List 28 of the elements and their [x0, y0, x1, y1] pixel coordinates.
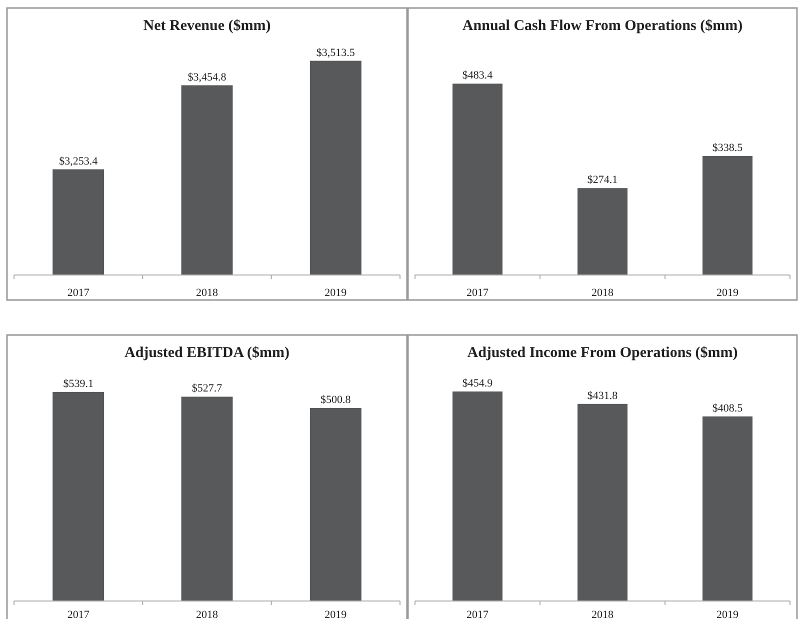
data-label: $3,513.5 — [316, 46, 356, 59]
x-tick-label: 2019 — [324, 287, 348, 299]
text: Adjusted EBITDA ($mm) — [124, 345, 290, 361]
data-label: $539.1 — [63, 378, 94, 390]
x-tick-label: 2018 — [592, 609, 614, 619]
x-tick-label: 2018 — [196, 609, 218, 619]
data-label: $3,454.8 — [188, 71, 227, 84]
data-label: $274.1 — [587, 174, 618, 186]
data-label: $408.5 — [712, 402, 744, 414]
text: Annual Cash Flow From Operations ($mm) — [462, 18, 743, 34]
data-label: $338.5 — [712, 142, 744, 154]
x-tick-label: 2019 — [324, 609, 348, 619]
data-label: $454.9 — [462, 377, 494, 390]
x-tick-label: 2017 — [67, 287, 90, 299]
text: Net Revenue ($mm) — [143, 18, 271, 34]
text: Adjusted Income From Operations ($mm) — [467, 345, 738, 361]
data-label: $500.8 — [320, 394, 352, 406]
x-tick-label: 2017 — [67, 609, 90, 619]
x-tick-label: 2018 — [592, 287, 614, 299]
x-tick-label: 2018 — [196, 287, 218, 299]
data-label: $431.8 — [587, 390, 618, 402]
x-tick-label: 2019 — [716, 287, 739, 299]
x-tick-label: 2019 — [716, 609, 739, 619]
x-tick-label: 2017 — [466, 287, 489, 299]
data-label: $3,253.4 — [59, 155, 98, 168]
x-tick-label: 2017 — [466, 609, 489, 619]
data-label: $483.4 — [462, 70, 494, 82]
data-label: $527.7 — [192, 382, 223, 395]
